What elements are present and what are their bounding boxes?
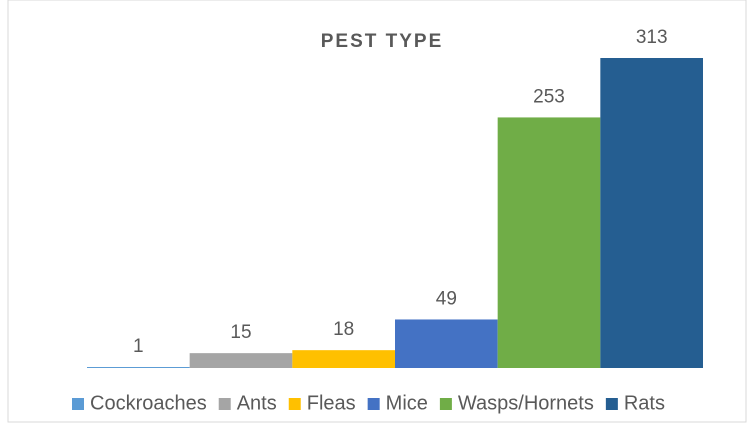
value-label: 18 xyxy=(333,319,354,340)
value-label: 313 xyxy=(636,27,668,48)
value-label: 1 xyxy=(133,336,144,357)
bar xyxy=(497,117,601,368)
legend-swatch xyxy=(218,398,231,410)
legend-label: Wasps/Hornets xyxy=(458,392,594,414)
legend-label: Rats xyxy=(624,392,665,414)
bar xyxy=(395,319,498,368)
chart-title: PEST TYPE xyxy=(321,31,444,52)
bar xyxy=(600,58,703,368)
legend-label: Fleas xyxy=(307,392,356,414)
legend-swatch xyxy=(288,398,301,410)
bar xyxy=(189,353,293,368)
bar xyxy=(292,350,395,368)
bar xyxy=(87,367,190,368)
legend-swatch xyxy=(605,398,618,410)
legend-swatch xyxy=(367,398,380,410)
legend-label: Mice xyxy=(386,392,428,414)
chart-frame xyxy=(7,0,747,423)
value-label: 49 xyxy=(436,288,457,309)
legend-label: Cockroaches xyxy=(90,392,207,414)
value-label: 253 xyxy=(533,86,565,107)
legend-label: Ants xyxy=(237,392,277,414)
value-label: 15 xyxy=(230,322,251,343)
legend-swatch xyxy=(439,398,452,410)
legend-swatch xyxy=(72,398,84,410)
